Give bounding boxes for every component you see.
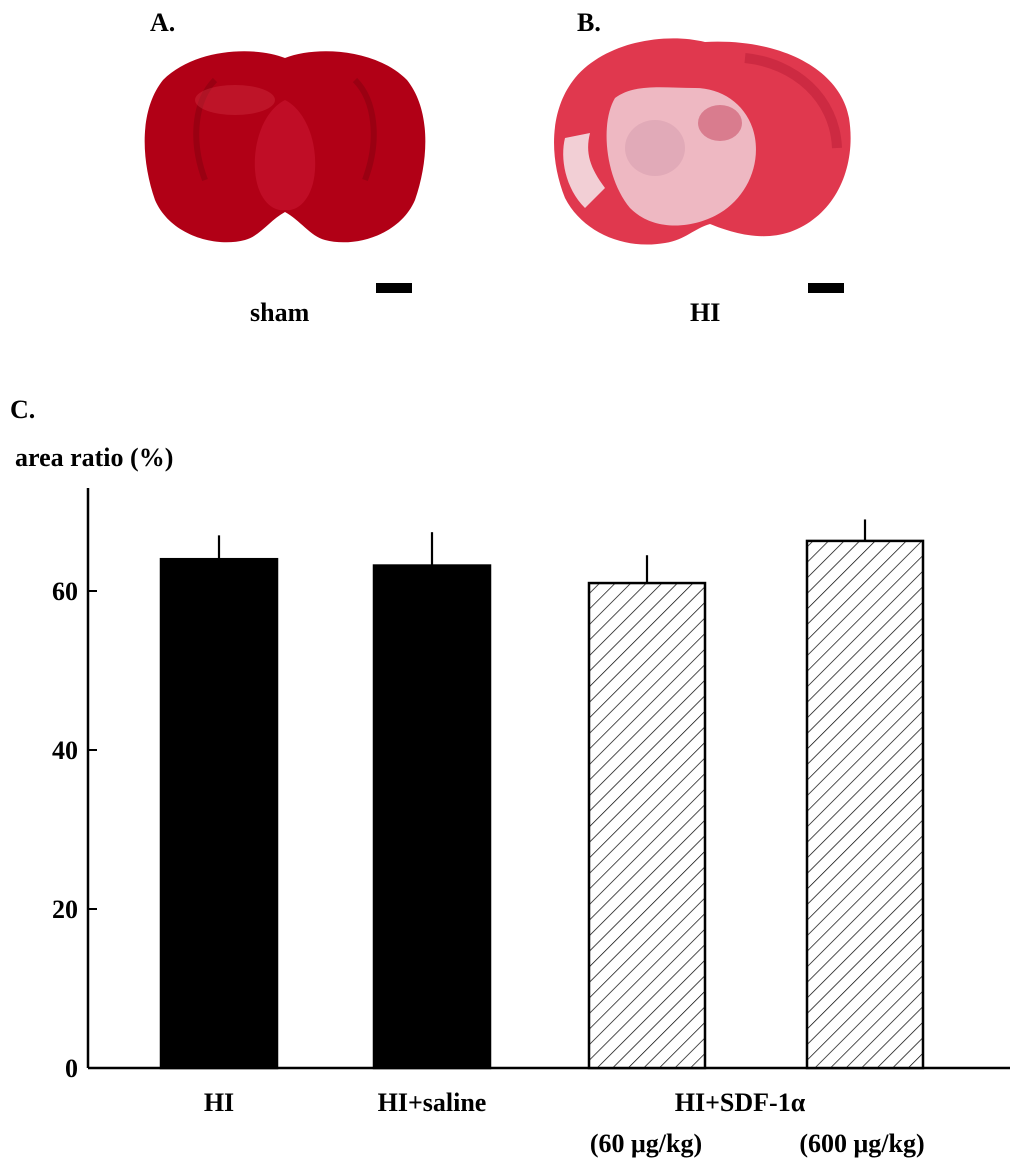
panel-c-letter: C. <box>10 395 36 424</box>
y-tick-label: 20 <box>52 895 78 924</box>
bar <box>159 557 279 1070</box>
x-tick-label: HI+SDF-1α <box>675 1088 806 1117</box>
panel-a-caption: sham <box>250 298 310 327</box>
y-tick-label: 40 <box>52 736 78 765</box>
bar <box>805 539 925 1070</box>
sham-brain-photo <box>144 51 426 243</box>
sham-scale-bar <box>376 283 412 293</box>
x-tick-label: HI <box>204 1088 234 1117</box>
panel-b-letter: B. <box>577 8 601 37</box>
bar <box>372 564 492 1070</box>
x-tick-label: (600 μg/kg) <box>799 1129 924 1158</box>
x-tick-label: HI+saline <box>378 1088 487 1117</box>
hi-scale-bar <box>808 283 844 293</box>
panel-a-letter: A. <box>150 8 176 37</box>
bar <box>587 581 707 1070</box>
y-axis-label: area ratio (%) <box>15 443 174 472</box>
y-tick-label: 0 <box>65 1054 78 1083</box>
hi-brain-photo <box>554 38 851 245</box>
x-tick-label: (60 μg/kg) <box>590 1129 702 1158</box>
y-tick-label: 60 <box>52 577 78 606</box>
panel-b-caption: HI <box>690 298 721 327</box>
